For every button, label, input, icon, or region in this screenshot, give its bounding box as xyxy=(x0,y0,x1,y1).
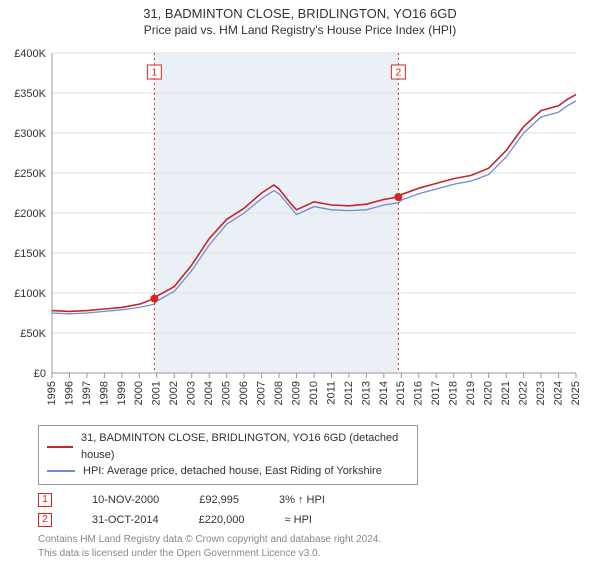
svg-text:1997: 1997 xyxy=(81,381,93,405)
svg-text:2015: 2015 xyxy=(395,381,407,405)
legend-swatch-icon xyxy=(47,470,75,472)
svg-text:£200K: £200K xyxy=(14,208,46,220)
svg-text:2024: 2024 xyxy=(552,381,564,405)
legend-row: HPI: Average price, detached house, East… xyxy=(47,463,409,480)
svg-text:2002: 2002 xyxy=(168,381,180,405)
marker-badge-num: 2 xyxy=(42,515,48,525)
svg-text:£400K: £400K xyxy=(14,48,46,60)
marker-date: 10-NOV-2000 xyxy=(92,494,159,506)
marker-date: 31-OCT-2014 xyxy=(92,514,159,526)
marker-badge-num: 1 xyxy=(42,495,48,505)
svg-text:2007: 2007 xyxy=(256,381,268,405)
svg-text:2003: 2003 xyxy=(186,381,198,405)
svg-text:2014: 2014 xyxy=(378,381,390,405)
legend-row: 31, BADMINTON CLOSE, BRIDLINGTON, YO16 6… xyxy=(47,430,409,463)
marker-note: ≈ HPI xyxy=(285,514,312,526)
svg-text:£100K: £100K xyxy=(14,288,46,300)
footer-block: 31, BADMINTON CLOSE, BRIDLINGTON, YO16 6… xyxy=(0,425,600,561)
price-chart-svg: £0 £50K £100K £150K £200K £250K £300K £350K £400… xyxy=(0,39,600,419)
svg-text:2: 2 xyxy=(396,68,402,79)
marker-badge-icon: 1 xyxy=(38,493,52,507)
svg-text:2012: 2012 xyxy=(343,381,355,405)
svg-text:2019: 2019 xyxy=(465,381,477,405)
svg-text:£250K: £250K xyxy=(14,168,46,180)
credit-line: Contains HM Land Registry data © Crown c… xyxy=(38,533,564,547)
svg-text:2006: 2006 xyxy=(238,381,250,405)
svg-text:£150K: £150K xyxy=(14,248,46,260)
svg-text:2004: 2004 xyxy=(203,381,215,405)
marker-table: 1 10-NOV-2000 £92,995 3% ↑ HPI 2 31-OCT-… xyxy=(38,493,564,527)
svg-text:1999: 1999 xyxy=(116,381,128,405)
svg-text:£0: £0 xyxy=(34,368,46,380)
title-sub: Price paid vs. HM Land Registry's House … xyxy=(10,23,590,37)
credits: Contains HM Land Registry data © Crown c… xyxy=(38,533,564,561)
svg-text:2025: 2025 xyxy=(570,381,582,405)
svg-text:2001: 2001 xyxy=(151,381,163,405)
svg-text:2011: 2011 xyxy=(325,381,337,405)
legend-swatch-icon xyxy=(47,446,73,448)
svg-text:2020: 2020 xyxy=(483,381,495,405)
svg-text:1: 1 xyxy=(152,68,158,79)
marker-row: 2 31-OCT-2014 £220,000 ≈ HPI xyxy=(38,513,564,527)
svg-text:2010: 2010 xyxy=(308,381,320,405)
svg-text:2008: 2008 xyxy=(273,381,285,405)
svg-text:2023: 2023 xyxy=(535,381,547,405)
svg-text:2022: 2022 xyxy=(518,381,530,405)
marker-note: 3% ↑ HPI xyxy=(279,494,325,506)
svg-text:2018: 2018 xyxy=(448,381,460,405)
credit-line: This data is licensed under the Open Gov… xyxy=(38,547,564,561)
marker-row: 1 10-NOV-2000 £92,995 3% ↑ HPI xyxy=(38,493,564,507)
svg-text:2017: 2017 xyxy=(430,381,442,405)
marker-price: £92,995 xyxy=(199,494,239,506)
svg-text:2009: 2009 xyxy=(290,381,302,405)
svg-text:£300K: £300K xyxy=(14,128,46,140)
legend-box: 31, BADMINTON CLOSE, BRIDLINGTON, YO16 6… xyxy=(38,425,418,485)
marker-badge-icon: 2 xyxy=(38,513,52,527)
svg-text:1996: 1996 xyxy=(63,381,75,405)
svg-text:1995: 1995 xyxy=(46,381,58,405)
svg-text:2016: 2016 xyxy=(413,381,425,405)
marker-price: £220,000 xyxy=(199,514,245,526)
svg-text:£350K: £350K xyxy=(14,88,46,100)
svg-text:£50K: £50K xyxy=(20,328,46,340)
legend-label: HPI: Average price, detached house, East… xyxy=(83,463,382,480)
svg-text:2000: 2000 xyxy=(133,381,145,405)
chart-titles: 31, BADMINTON CLOSE, BRIDLINGTON, YO16 6… xyxy=(0,0,600,39)
svg-text:2013: 2013 xyxy=(360,381,372,405)
title-main: 31, BADMINTON CLOSE, BRIDLINGTON, YO16 6… xyxy=(10,6,590,21)
svg-text:1998: 1998 xyxy=(98,381,110,405)
chart-area: £0 £50K £100K £150K £200K £250K £300K £350K £400… xyxy=(0,39,600,419)
svg-text:2005: 2005 xyxy=(221,381,233,405)
legend-label: 31, BADMINTON CLOSE, BRIDLINGTON, YO16 6… xyxy=(81,430,409,463)
svg-text:2021: 2021 xyxy=(500,381,512,405)
